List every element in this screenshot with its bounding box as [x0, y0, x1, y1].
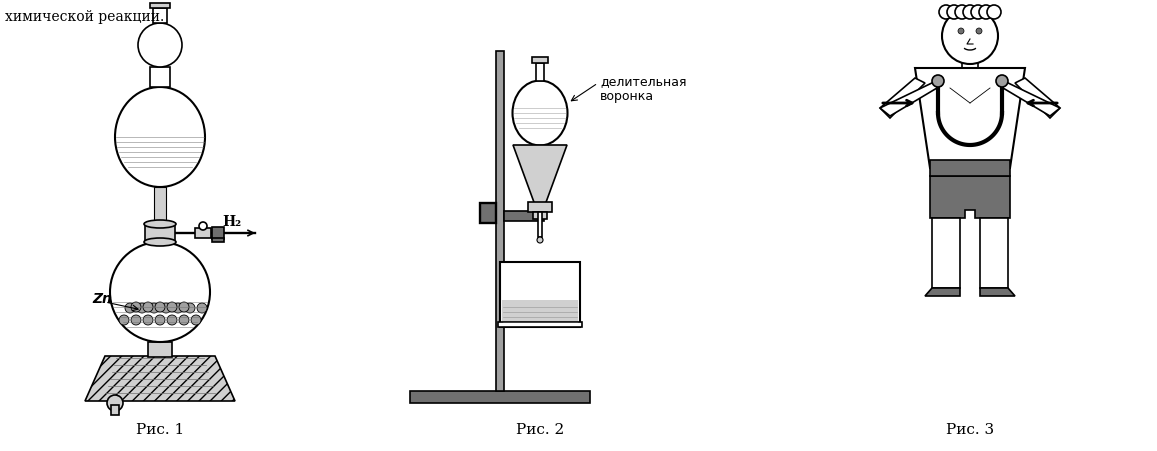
Bar [980, 219, 1008, 288]
Bar [154, 188, 165, 225]
Circle shape [143, 315, 153, 325]
Polygon shape [924, 288, 960, 296]
Bar [536, 64, 544, 82]
Text: Рис. 2: Рис. 2 [516, 422, 565, 436]
Circle shape [174, 304, 183, 313]
Bar [930, 161, 1010, 177]
Circle shape [946, 6, 961, 20]
Bar [533, 212, 547, 220]
Circle shape [537, 238, 543, 244]
Circle shape [987, 6, 1001, 20]
Circle shape [979, 6, 993, 20]
Bar [504, 212, 544, 221]
Circle shape [137, 304, 147, 313]
Circle shape [155, 315, 165, 325]
Circle shape [963, 6, 977, 20]
Bar [410, 391, 590, 403]
Circle shape [185, 304, 196, 313]
Ellipse shape [143, 239, 176, 246]
Circle shape [191, 315, 201, 325]
Bar [150, 4, 170, 9]
Circle shape [161, 304, 171, 313]
Bar [961, 47, 978, 69]
Bar [145, 225, 175, 243]
Bar [212, 239, 224, 243]
Bar [212, 227, 224, 239]
Circle shape [106, 395, 123, 411]
Bar [502, 300, 578, 325]
Polygon shape [980, 288, 1015, 296]
Bar [155, 225, 165, 292]
Bar [500, 262, 580, 327]
Polygon shape [915, 69, 1025, 169]
Circle shape [179, 315, 189, 325]
Text: Zn: Zn [93, 291, 112, 305]
Circle shape [971, 6, 985, 20]
Bar [111, 405, 119, 415]
Circle shape [977, 29, 982, 35]
Circle shape [149, 304, 159, 313]
Polygon shape [880, 79, 924, 119]
Bar [498, 322, 582, 327]
Circle shape [155, 302, 165, 312]
Ellipse shape [115, 88, 205, 188]
Text: Рис. 3: Рис. 3 [946, 422, 994, 436]
Polygon shape [84, 356, 235, 401]
Circle shape [942, 9, 998, 65]
Bar [538, 212, 541, 238]
Text: H₂: H₂ [222, 215, 241, 229]
Ellipse shape [110, 243, 211, 342]
Bar [528, 202, 552, 212]
Bar [196, 229, 211, 239]
Circle shape [958, 29, 964, 35]
Circle shape [199, 222, 207, 230]
Bar [532, 58, 548, 64]
Bar [480, 203, 496, 224]
Polygon shape [1015, 79, 1060, 119]
Polygon shape [513, 146, 567, 206]
Ellipse shape [138, 24, 182, 68]
Circle shape [996, 76, 1008, 88]
Bar [496, 52, 504, 391]
Polygon shape [998, 82, 1060, 117]
Circle shape [933, 76, 944, 88]
Circle shape [125, 304, 135, 313]
Bar [153, 9, 167, 24]
Circle shape [131, 302, 141, 312]
Polygon shape [930, 177, 1010, 219]
Ellipse shape [513, 81, 567, 146]
Ellipse shape [143, 221, 176, 229]
Text: химической реакции.: химической реакции. [5, 10, 164, 24]
Circle shape [939, 6, 953, 20]
Circle shape [131, 315, 141, 325]
Polygon shape [880, 82, 942, 117]
Circle shape [197, 304, 207, 313]
Circle shape [955, 6, 970, 20]
Circle shape [167, 315, 177, 325]
Text: Рис. 1: Рис. 1 [135, 422, 184, 436]
Circle shape [167, 302, 177, 312]
Bar [933, 219, 960, 288]
Text: делительная
воронка: делительная воронка [600, 75, 686, 103]
Circle shape [179, 302, 189, 312]
Bar [150, 68, 170, 88]
Bar [148, 342, 172, 357]
Circle shape [143, 302, 153, 312]
Circle shape [119, 315, 128, 325]
